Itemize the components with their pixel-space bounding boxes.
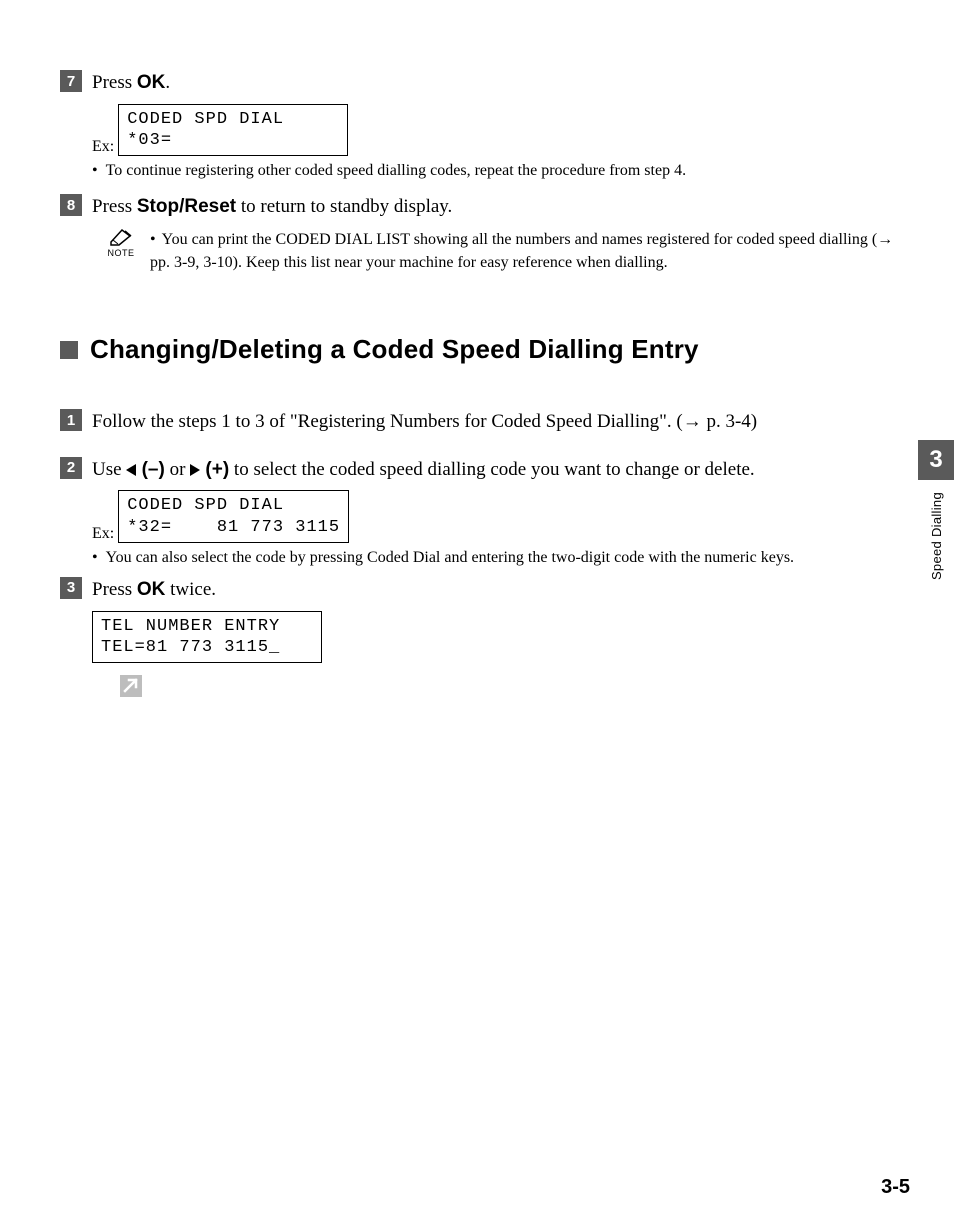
step-8: 8 Press Stop/Reset to return to standby … xyxy=(60,194,910,220)
step-number-badge: 7 xyxy=(60,70,82,92)
note-icon: NOTE xyxy=(104,228,138,258)
lcd-display: TEL NUMBER ENTRY TEL=81 773 3115_ xyxy=(92,611,322,664)
change-step-3-text: Press OK twice. xyxy=(92,577,910,603)
step-7-body: Ex: CODED SPD DIAL *03= • To continue re… xyxy=(92,104,910,181)
lcd-line: *03= xyxy=(127,131,172,150)
change-step-2-body: Ex: CODED SPD DIAL *32= 81 773 3115 • Yo… xyxy=(92,490,910,567)
step-8-text: Press Stop/Reset to return to standby di… xyxy=(92,194,910,220)
text: Press xyxy=(92,196,137,217)
coded-dial-label: Coded Dial xyxy=(367,549,440,566)
bullet-note: • To continue registering other coded sp… xyxy=(92,162,910,180)
example-label: Ex: xyxy=(92,138,114,156)
bullet-text: You can also select the code by pressing… xyxy=(106,549,794,567)
text: Use xyxy=(92,459,126,480)
text: Press xyxy=(92,579,137,600)
text: to return to standby display. xyxy=(236,196,452,217)
example-label: Ex: xyxy=(92,525,114,543)
text: Press xyxy=(92,72,137,93)
page-content: 7 Press OK. Ex: CODED SPD DIAL *03= • To… xyxy=(0,0,954,697)
step-number-badge: 8 xyxy=(60,194,82,216)
step-number-badge: 2 xyxy=(60,457,82,479)
plus-label: (+) xyxy=(200,459,229,480)
bullet-text: To continue registering other coded spee… xyxy=(106,162,686,180)
step-number-badge: 1 xyxy=(60,409,82,431)
lcd-display: CODED SPD DIAL *32= 81 773 3115 xyxy=(118,490,349,543)
text: You can also select the code by pressing xyxy=(106,549,367,566)
change-step-1: 1 Follow the steps 1 to 3 of "Registerin… xyxy=(60,409,910,435)
left-arrow-icon xyxy=(126,464,136,476)
step-number-badge: 3 xyxy=(60,577,82,599)
bullet-icon: • xyxy=(92,162,98,180)
square-bullet-icon xyxy=(60,341,78,359)
ok-label: OK xyxy=(137,72,166,93)
chapter-label: Speed Dialling xyxy=(929,492,944,580)
continue-marker xyxy=(120,675,910,697)
ok-label: OK xyxy=(137,579,166,600)
example-row: Ex: CODED SPD DIAL *03= xyxy=(92,104,910,157)
note-block: NOTE •You can print the CODED DIAL LIST … xyxy=(104,228,910,274)
lcd-row: TEL NUMBER ENTRY TEL=81 773 3115_ xyxy=(92,611,910,664)
step-7-text: Press OK. xyxy=(92,70,910,96)
text: or xyxy=(165,459,190,480)
page-number: 3-5 xyxy=(881,1176,910,1199)
change-step-3-body: TEL NUMBER ENTRY TEL=81 773 3115_ xyxy=(92,611,910,664)
example-row: Ex: CODED SPD DIAL *32= 81 773 3115 xyxy=(92,490,910,543)
bullet-note: • You can also select the code by pressi… xyxy=(92,549,910,567)
stop-reset-label: Stop/Reset xyxy=(137,196,236,217)
lcd-display: CODED SPD DIAL *03= xyxy=(118,104,348,157)
chapter-number: 3 xyxy=(918,440,954,480)
minus-label: (–) xyxy=(136,459,165,480)
bullet-icon: • xyxy=(92,549,98,567)
lcd-line: CODED SPD DIAL xyxy=(127,110,284,129)
section-title: Changing/Deleting a Coded Speed Dialling… xyxy=(90,334,699,365)
lcd-line: CODED SPD DIAL xyxy=(127,496,284,515)
note-text: •You can print the CODED DIAL LIST showi… xyxy=(150,228,910,274)
step-7: 7 Press OK. xyxy=(60,70,910,96)
continue-arrow-icon xyxy=(120,675,142,697)
chapter-tab: 3 Speed Dialling xyxy=(918,440,954,640)
text: and entering the two-digit code with the… xyxy=(440,549,794,566)
text: . xyxy=(165,72,170,93)
change-step-1-text: Follow the steps 1 to 3 of "Registering … xyxy=(92,409,910,435)
lcd-line: *32= 81 773 3115 xyxy=(127,518,340,537)
section-heading: Changing/Deleting a Coded Speed Dialling… xyxy=(60,334,910,365)
text: to select the coded speed dialling code … xyxy=(229,459,754,480)
text: twice. xyxy=(165,579,216,600)
note-body: You can print the CODED DIAL LIST showin… xyxy=(150,231,893,271)
lcd-line: TEL NUMBER ENTRY xyxy=(101,617,280,636)
note-label: NOTE xyxy=(104,248,138,258)
change-step-2: 2 Use (–) or (+) to select the coded spe… xyxy=(60,457,910,483)
change-step-3: 3 Press OK twice. xyxy=(60,577,910,603)
right-arrow-icon xyxy=(190,464,200,476)
text: Follow the steps 1 to 3 of "Registering … xyxy=(92,411,757,432)
change-step-2-text: Use (–) or (+) to select the coded speed… xyxy=(92,457,910,483)
lcd-line: TEL=81 773 3115_ xyxy=(101,638,280,657)
bullet-icon: • xyxy=(150,231,156,248)
